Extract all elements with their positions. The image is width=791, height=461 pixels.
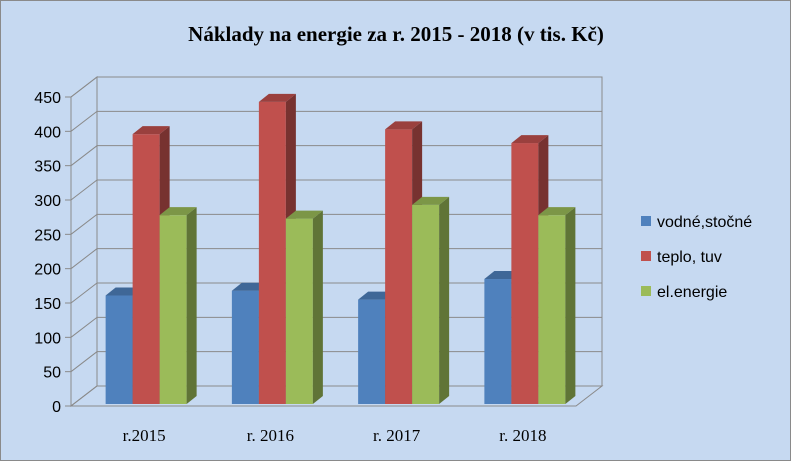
- x-tick-label: r. 2017: [373, 426, 421, 445]
- bar: [285, 210, 323, 404]
- y-tick-label: 450: [34, 90, 61, 107]
- y-axis-ticks: 0 50 100 150 200 250 300 350 400 450: [34, 90, 72, 416]
- bar: [412, 196, 450, 404]
- legend-swatch: [641, 216, 651, 226]
- legend-label: vodné,stočné: [657, 214, 752, 231]
- bar-front: [385, 129, 413, 405]
- y-tick-label: 0: [52, 399, 61, 416]
- chart-title: Náklady na energie za r. 2015 - 2018 (v …: [188, 22, 604, 46]
- bars: [105, 93, 576, 405]
- y-tick-label: 300: [34, 193, 61, 210]
- bar-side: [186, 207, 197, 404]
- legend-swatch: [641, 286, 651, 296]
- x-tick-label: r. 2018: [499, 426, 546, 445]
- gridline: [70, 145, 602, 167]
- bar-top: [538, 207, 576, 216]
- bar-top: [258, 93, 296, 102]
- bar-top: [132, 126, 170, 135]
- y-tick-label: 350: [34, 159, 61, 176]
- y-tick-label: 150: [34, 296, 61, 313]
- bar-front: [358, 299, 386, 404]
- y-tick-label: 100: [34, 330, 61, 347]
- y-tick-label: 200: [34, 262, 61, 279]
- bar-front: [484, 279, 512, 404]
- y-tick-label: 50: [43, 365, 61, 382]
- bar-side: [565, 207, 576, 404]
- bar-top: [511, 135, 549, 144]
- bar-top: [385, 121, 423, 130]
- bar-front: [159, 215, 187, 404]
- gridline: [70, 179, 602, 201]
- gridline: [70, 76, 602, 98]
- bar-side: [439, 196, 450, 404]
- bar-front: [132, 134, 160, 404]
- gridline: [70, 110, 602, 132]
- y-tick-label: 400: [34, 124, 61, 141]
- bar-top: [285, 210, 323, 219]
- bar-top: [412, 196, 450, 205]
- bar-front: [258, 101, 286, 404]
- legend: vodné,stočné teplo, tuv el.energie: [641, 214, 752, 301]
- bar-front: [285, 218, 313, 404]
- side-wall: [70, 75, 98, 408]
- bar: [538, 207, 576, 404]
- bar-front: [231, 290, 259, 404]
- legend-label: teplo, tuv: [657, 249, 722, 266]
- bar: [159, 207, 197, 404]
- bar-front: [538, 215, 566, 404]
- legend-swatch: [641, 251, 651, 261]
- bar-top: [159, 207, 197, 216]
- x-tick-label: r.2015: [123, 426, 166, 445]
- x-axis-labels: r.2015 r. 2016 r. 2017 r. 2018: [123, 426, 547, 445]
- x-tick-label: r. 2016: [247, 426, 294, 445]
- legend-label: el.energie: [657, 284, 727, 301]
- bar-front: [105, 295, 133, 404]
- y-tick-label: 250: [34, 227, 61, 244]
- bar-front: [511, 143, 539, 405]
- bar-front: [412, 204, 440, 404]
- bar-side: [312, 210, 323, 404]
